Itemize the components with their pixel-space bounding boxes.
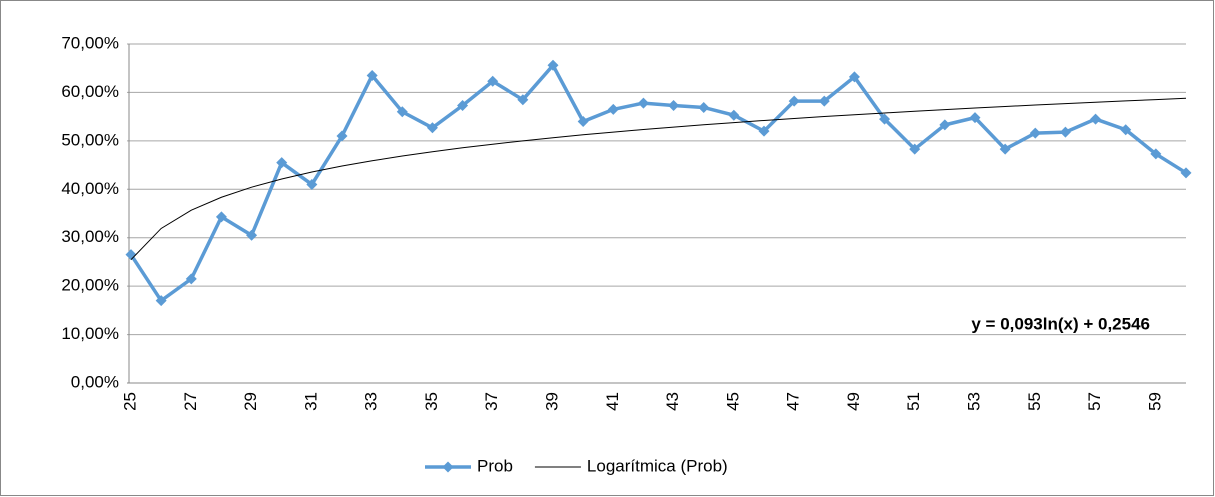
x-tick-label: 39 xyxy=(542,392,561,411)
point-marker xyxy=(788,95,800,107)
x-tick-label: 25 xyxy=(120,392,139,411)
point-marker xyxy=(396,106,408,118)
x-tick-label: 47 xyxy=(784,392,803,411)
point-marker xyxy=(366,69,378,81)
y-tick-label: 0,00% xyxy=(71,372,119,391)
x-tick-label: 31 xyxy=(301,392,320,411)
x-tick-label: 27 xyxy=(181,392,200,411)
x-tick-label: 43 xyxy=(663,392,682,411)
point-marker xyxy=(1150,148,1162,160)
point-marker xyxy=(1180,167,1192,179)
y-tick-label: 60,00% xyxy=(61,82,119,101)
trend-equation: y = 0,093ln(x) + 0,2546 xyxy=(971,314,1150,333)
x-tick-label: 53 xyxy=(964,392,983,411)
point-marker xyxy=(306,178,318,190)
point-marker xyxy=(276,157,288,169)
point-marker xyxy=(577,115,589,127)
point-marker xyxy=(728,109,740,121)
legend-label: Prob xyxy=(477,456,513,475)
y-tick-label: 30,00% xyxy=(61,227,119,246)
x-tick-label: 35 xyxy=(422,392,441,411)
y-tick-label: 10,00% xyxy=(61,324,119,343)
point-marker xyxy=(758,125,770,137)
point-marker xyxy=(155,295,167,307)
point-marker xyxy=(185,273,197,285)
x-tick-label: 45 xyxy=(723,392,742,411)
y-tick-label: 50,00% xyxy=(61,130,119,149)
x-tick-label: 57 xyxy=(1085,392,1104,411)
point-marker xyxy=(668,100,680,112)
point-marker xyxy=(607,103,619,115)
point-marker xyxy=(426,122,438,134)
y-tick-label: 70,00% xyxy=(61,33,119,52)
y-tick-label: 40,00% xyxy=(61,179,119,198)
point-marker xyxy=(215,211,227,223)
point-marker xyxy=(547,59,559,71)
series-line xyxy=(129,62,1187,304)
point-marker xyxy=(1059,126,1071,138)
point-marker xyxy=(336,130,348,142)
x-tick-label: 33 xyxy=(362,392,381,411)
point-marker xyxy=(909,143,921,155)
point-marker xyxy=(246,229,258,241)
x-tick-label: 37 xyxy=(482,392,501,411)
point-marker xyxy=(999,143,1011,155)
x-tick-label: 59 xyxy=(1145,392,1164,411)
point-marker xyxy=(939,119,951,131)
point-marker xyxy=(969,112,981,124)
point-marker xyxy=(637,97,649,109)
point-marker xyxy=(848,71,860,83)
point-marker xyxy=(1029,127,1041,139)
x-tick-label: 55 xyxy=(1025,392,1044,411)
x-tick-label: 51 xyxy=(904,392,923,411)
x-tick-label: 49 xyxy=(844,392,863,411)
point-marker xyxy=(1090,113,1102,125)
point-marker xyxy=(457,100,469,112)
y-tick-label: 20,00% xyxy=(61,276,119,295)
point-marker xyxy=(487,75,499,87)
series-line xyxy=(130,97,1187,261)
point-marker xyxy=(818,95,830,107)
point-marker xyxy=(1120,124,1132,136)
legend-label: Logarítmica (Prob) xyxy=(587,456,728,475)
point-marker xyxy=(517,94,529,106)
point-marker xyxy=(698,101,710,113)
x-tick-label: 41 xyxy=(603,392,622,411)
point-marker xyxy=(879,113,891,125)
x-tick-label: 29 xyxy=(241,392,260,411)
legend-marker xyxy=(442,461,454,473)
